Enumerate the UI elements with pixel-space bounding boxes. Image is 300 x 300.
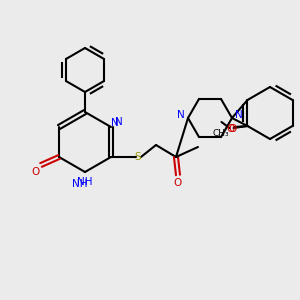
Text: N: N: [235, 110, 243, 120]
Text: N: N: [115, 117, 123, 127]
Text: NH: NH: [77, 177, 93, 187]
Text: N: N: [111, 118, 119, 128]
Text: CH₃: CH₃: [212, 130, 229, 139]
Text: NH: NH: [72, 179, 88, 189]
Text: O: O: [174, 178, 182, 188]
Text: O: O: [228, 124, 237, 134]
Text: O: O: [226, 124, 235, 134]
Text: S: S: [135, 152, 141, 162]
Text: O: O: [31, 167, 39, 177]
Text: N: N: [177, 110, 185, 120]
